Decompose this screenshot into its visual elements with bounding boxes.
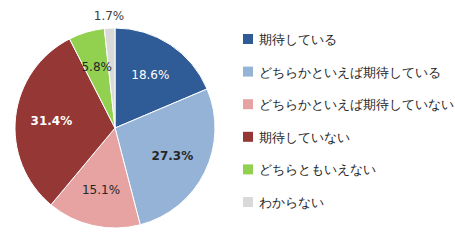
- slices: [15, 28, 215, 228]
- legend-swatch: [243, 34, 253, 44]
- data-label: 15.1%: [82, 183, 120, 197]
- legend-label: 期待していない: [259, 130, 350, 145]
- pie-slice: [104, 28, 115, 128]
- pie-slice: [15, 39, 115, 205]
- data-label: 5.8%: [81, 60, 112, 74]
- legend-swatch: [243, 132, 253, 142]
- legend-swatch: [243, 67, 253, 77]
- data-label: 31.4%: [31, 114, 73, 128]
- pie-slice: [70, 29, 115, 128]
- legend-swatch: [243, 164, 253, 174]
- chart-container: 18.6% 27.3% 15.1% 31.4% 5.8% 1.7% 期待しているどちらかとい…: [0, 0, 455, 237]
- data-label: 18.6%: [131, 68, 169, 82]
- chart: 18.6% 27.3% 15.1% 31.4% 5.8% 1.7% 期待しているどちらかとい…: [0, 0, 455, 237]
- legend-label: どちらかといえば期待している: [259, 65, 441, 80]
- legend-label: どちらかといえば期待していない: [259, 97, 454, 112]
- legend-swatch: [243, 99, 253, 109]
- legend-label: どちらともいえない: [259, 162, 376, 177]
- legend: 期待しているどちらかといえば期待しているどちらかといえば期待していない期待してい…: [243, 32, 454, 210]
- data-labels: 18.6% 27.3% 15.1% 31.4% 5.8% 1.7%: [31, 9, 194, 197]
- data-label: 1.7%: [94, 9, 125, 23]
- data-label: 27.3%: [152, 149, 194, 163]
- legend-label: 期待している: [259, 32, 337, 47]
- legend-label: わからない: [259, 195, 324, 210]
- legend-swatch: [243, 197, 253, 207]
